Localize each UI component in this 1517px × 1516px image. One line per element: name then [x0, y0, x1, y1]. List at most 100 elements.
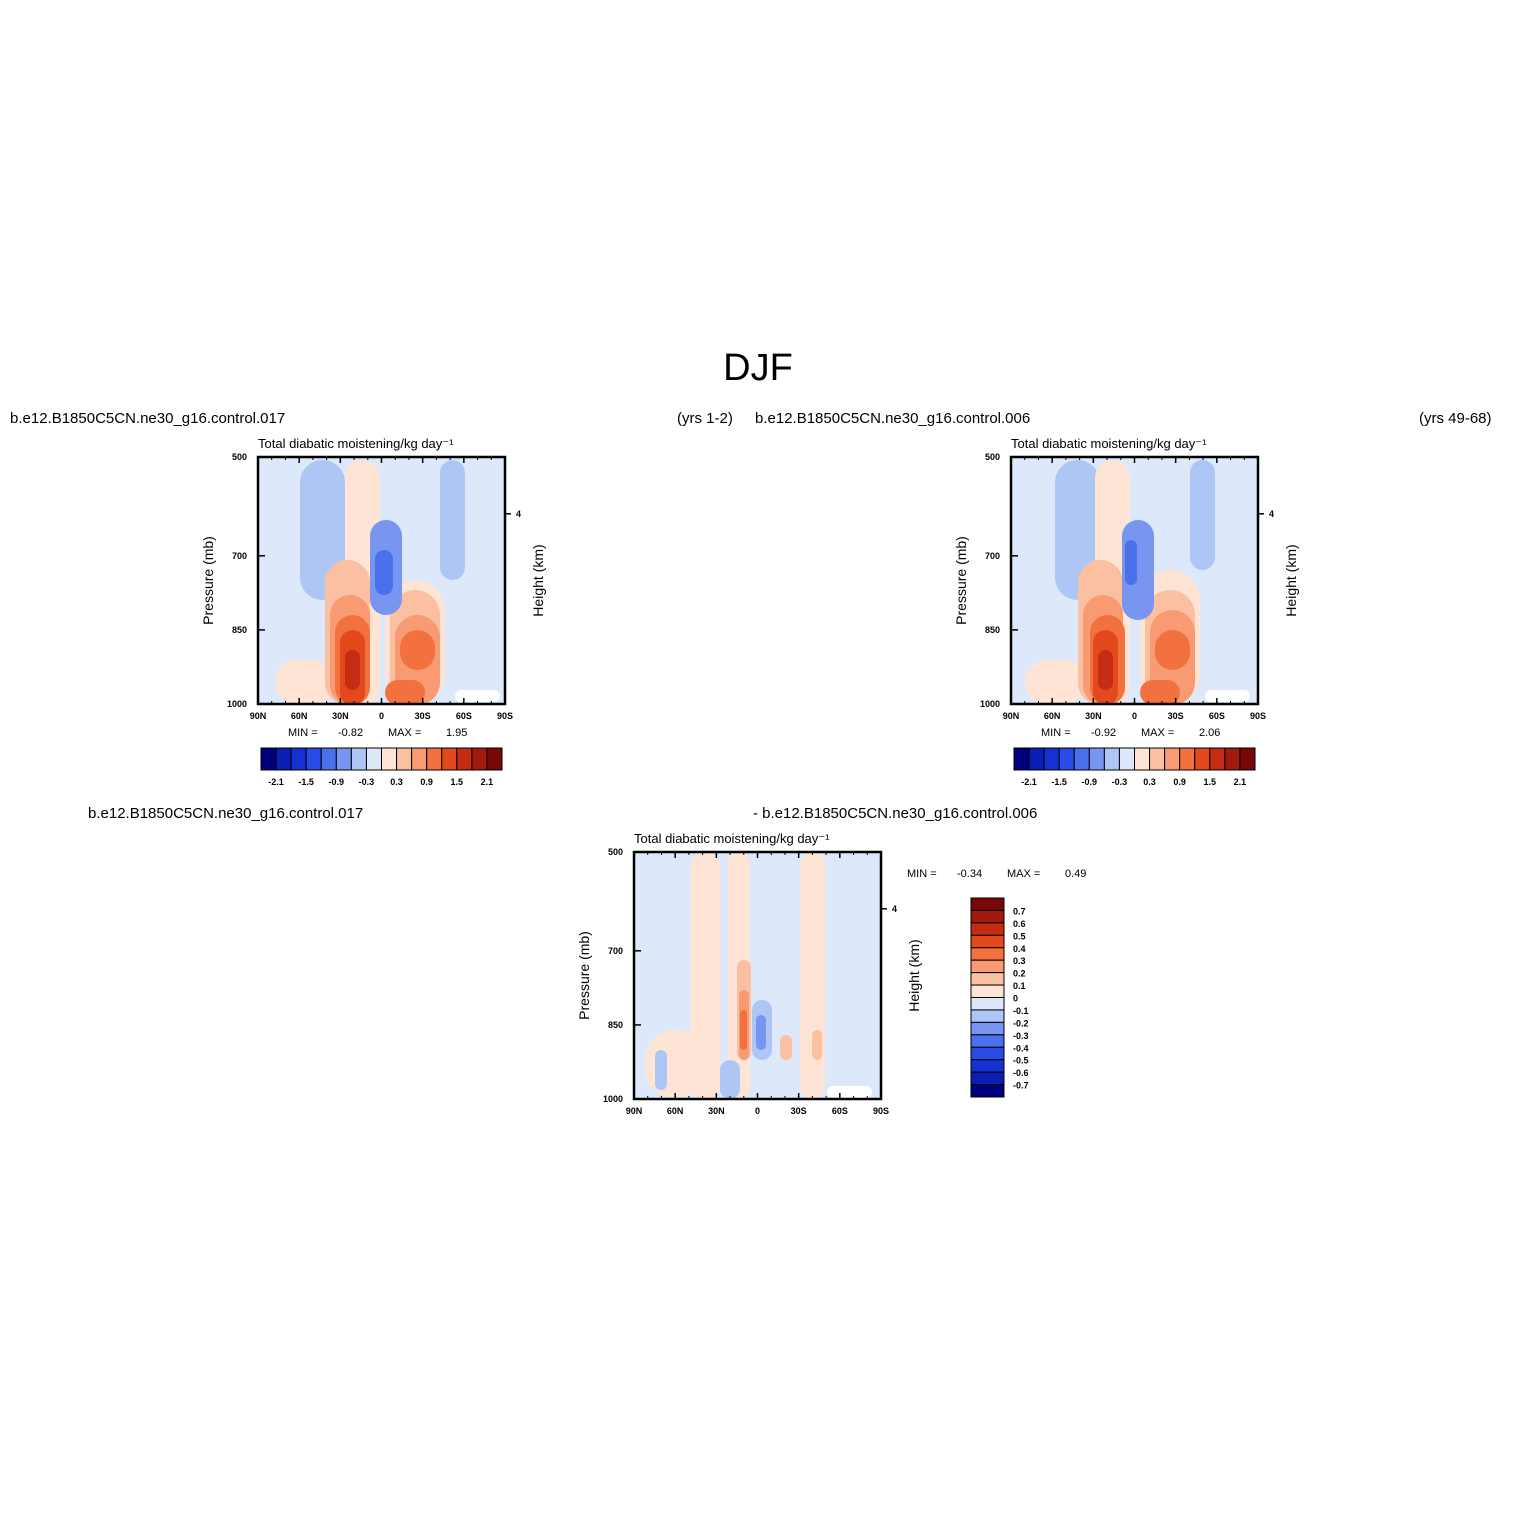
- y2-axis-label: Height (km): [530, 544, 546, 616]
- colorbar-label: 0.9: [420, 777, 433, 787]
- max-value: 0.49: [1065, 868, 1086, 880]
- colorbar-label: -1.5: [1051, 777, 1067, 787]
- x-tick-label: 0: [755, 1106, 760, 1116]
- colorbar-swatch: [970, 997, 1005, 1011]
- max-label: MAX =: [1007, 868, 1040, 880]
- colorbar-swatch: [471, 747, 488, 771]
- colorbar-swatch: [970, 909, 1005, 924]
- colorbar-swatch: [1088, 747, 1105, 771]
- colorbar-swatch: [396, 747, 413, 771]
- header-left-years: (yrs 1-2): [677, 410, 733, 427]
- colorbar-label: -2.1: [1021, 777, 1037, 787]
- header-left-case: b.e12.B1850C5CN.ne30_g16.control.017: [10, 410, 285, 427]
- colorbar-swatch: [970, 984, 1005, 998]
- y-tick-label: 850: [608, 1020, 623, 1030]
- colorbar-label: -0.3: [1013, 1031, 1029, 1041]
- colorbar-swatch: [970, 1084, 1005, 1098]
- contour-region: [720, 1060, 740, 1099]
- colorbar-label: 2.1: [1234, 777, 1247, 787]
- colorbar-swatch: [970, 922, 1005, 936]
- colorbar-swatch: [970, 1046, 1005, 1061]
- colorbar-swatch: [970, 947, 1005, 961]
- y-tick-label: 700: [232, 551, 247, 561]
- colorbar-label: 2.1: [481, 777, 494, 787]
- contour-region: [400, 630, 435, 670]
- x-tick-label: 30N: [1085, 711, 1102, 721]
- contour-region: [1205, 690, 1250, 702]
- y2-tick-label: 4: [516, 509, 521, 519]
- colorbar-swatch: [350, 747, 367, 771]
- contour-region: [812, 1030, 822, 1060]
- x-tick-label: 30S: [1168, 711, 1184, 721]
- colorbar-label: 0.5: [1013, 931, 1026, 941]
- colorbar-swatch: [1118, 747, 1135, 771]
- max-value: 1.95: [446, 727, 467, 739]
- x-tick-label: 90N: [250, 711, 267, 721]
- y-tick-label: 500: [232, 452, 247, 462]
- min-label: MIN =: [907, 868, 937, 880]
- contour-region: [1190, 460, 1215, 570]
- colorbar-label: -0.3: [1112, 777, 1128, 787]
- contour-region: [455, 690, 500, 702]
- colorbar-swatch: [441, 747, 458, 771]
- colorbar-label: 0.7: [1013, 906, 1026, 916]
- colorbar-swatch: [970, 1071, 1005, 1086]
- contour-region: [655, 1050, 667, 1090]
- colorbar-swatch: [1164, 747, 1181, 771]
- colorbar-label: -2.1: [268, 777, 284, 787]
- diff-case-a: b.e12.B1850C5CN.ne30_g16.control.017: [88, 805, 363, 822]
- contour-region: [645, 1030, 705, 1099]
- max-label: MAX =: [388, 727, 421, 739]
- figure-title: DJF: [723, 347, 793, 389]
- min-value: -0.92: [1091, 727, 1116, 739]
- colorbar-label: 0.4: [1013, 944, 1026, 954]
- x-tick-label: 90S: [1250, 711, 1266, 721]
- colorbar-label: -0.4: [1013, 1043, 1029, 1053]
- contour-region: [345, 650, 360, 690]
- header-right-case: b.e12.B1850C5CN.ne30_g16.control.006: [755, 410, 1030, 427]
- colorbar-swatch: [1239, 747, 1256, 771]
- colorbar-label: -0.6: [1013, 1068, 1029, 1078]
- y-tick-label: 1000: [980, 699, 1000, 709]
- colorbar-swatch: [381, 747, 398, 771]
- colorbar-swatch: [456, 747, 473, 771]
- contour-region: [440, 460, 465, 580]
- y-tick-label: 700: [985, 551, 1000, 561]
- colorbar-swatch: [1043, 747, 1060, 771]
- contour-region: [375, 550, 393, 595]
- x-tick-label: 30S: [415, 711, 431, 721]
- x-tick-label: 90N: [1003, 711, 1020, 721]
- plot-title: Total diabatic moistening/kg day⁻¹: [1011, 436, 1207, 451]
- contour-region: [1098, 650, 1113, 690]
- colorbar-swatch: [970, 959, 1005, 974]
- y2-axis-label: Height (km): [906, 939, 922, 1011]
- x-tick-label: 60N: [291, 711, 308, 721]
- colorbar-label: -1.5: [298, 777, 314, 787]
- min-value: -0.82: [338, 727, 363, 739]
- x-tick-label: 60N: [667, 1106, 684, 1116]
- colorbar-label: 0.9: [1173, 777, 1186, 787]
- colorbar-swatch: [1028, 747, 1045, 771]
- x-tick-label: 60N: [1044, 711, 1061, 721]
- colorbar-label: -0.1: [1013, 1006, 1029, 1016]
- colorbar-swatch: [411, 747, 428, 771]
- colorbar-swatch: [1103, 747, 1120, 771]
- min-label: MIN =: [1041, 727, 1071, 739]
- y-axis-label: Pressure (mb): [200, 536, 216, 625]
- x-tick-label: 90N: [626, 1106, 643, 1116]
- contour-region: [740, 1010, 747, 1050]
- colorbar-label: -0.2: [1013, 1018, 1029, 1028]
- contour-region: [385, 680, 425, 704]
- contour-region: [1125, 540, 1137, 585]
- contour-field: [1025, 460, 1250, 704]
- colorbar-label: -0.7: [1013, 1081, 1029, 1091]
- colorbar-swatch: [970, 1009, 1005, 1023]
- contour-region: [275, 660, 335, 704]
- colorbar-swatch: [260, 747, 277, 771]
- y-tick-label: 1000: [603, 1094, 623, 1104]
- colorbar-swatch: [1224, 747, 1241, 771]
- x-tick-label: 0: [1132, 711, 1137, 721]
- x-tick-label: 60S: [832, 1106, 848, 1116]
- colorbar-label: 1.5: [1204, 777, 1217, 787]
